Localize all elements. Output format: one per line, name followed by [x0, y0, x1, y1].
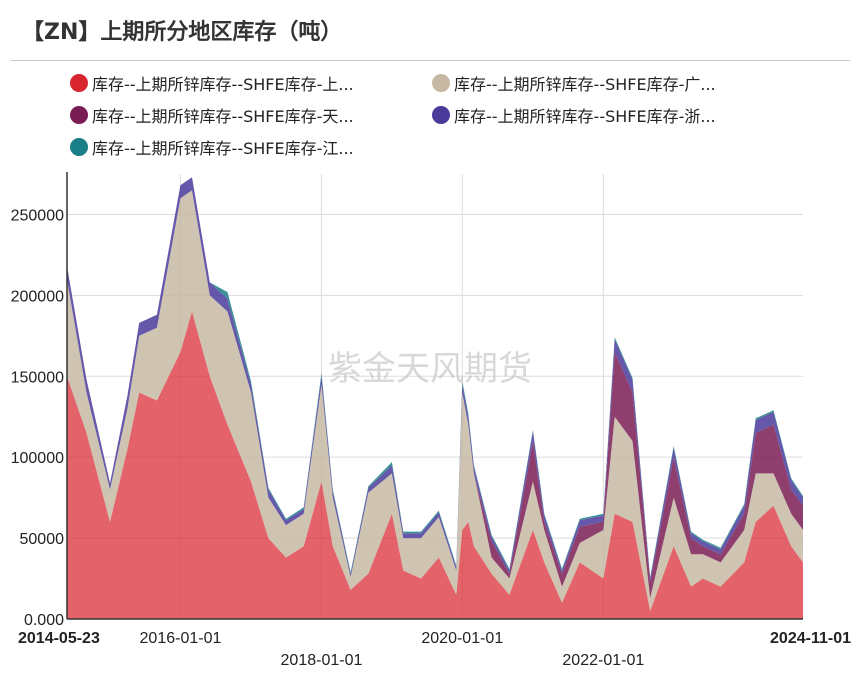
y-tick-label: 100000: [11, 450, 64, 467]
x-tick-label: 2016-01-01: [140, 630, 222, 647]
legend-dot-icon: [432, 106, 450, 124]
y-tick-label: 50000: [20, 531, 65, 548]
chart-title: 【ZN】上期所分地区库存（吨）: [22, 20, 343, 45]
legend-dot-icon: [432, 74, 450, 92]
x-tick-label: 2018-01-01: [281, 652, 363, 669]
legend-item-tianjin[interactable]: 库存--上期所锌库存--SHFE库存-天...: [70, 102, 354, 128]
series-areas: [67, 177, 803, 619]
x-tick-label: 2024-11-01: [770, 630, 851, 647]
x-axis-ticks: 2014-05-23 2016-01-01 2020-01-01 2024-11-01…: [18, 630, 851, 669]
legend-dot-icon: [70, 74, 88, 92]
legend-label: 库存--上期所锌库存--SHFE库存-广...: [454, 75, 716, 94]
legend-item-jiangsu[interactable]: 库存--上期所锌库存--SHFE库存-江...: [70, 134, 354, 160]
legend-label: 库存--上期所锌库存--SHFE库存-天...: [92, 107, 354, 126]
stacked-area-chart: 紫金天风期货 0.000 50000 100000 150000 200000 25000…: [11, 172, 851, 669]
x-tick-label: 2022-01-01: [562, 652, 644, 669]
y-tick-label: 0.000: [24, 612, 64, 629]
x-tick-label: 2014-05-23: [18, 630, 100, 647]
y-axis-ticks: 0.000 50000 100000 150000 200000 250000: [11, 207, 64, 629]
watermark-text: 紫金天风期货: [328, 349, 532, 389]
y-tick-label: 200000: [11, 288, 64, 305]
title-divider: [10, 60, 850, 61]
y-tick-label: 150000: [11, 369, 64, 386]
legend-item-zhejiang[interactable]: 库存--上期所锌库存--SHFE库存-浙...: [432, 102, 716, 128]
y-tick-label: 250000: [11, 207, 64, 224]
legend-label: 库存--上期所锌库存--SHFE库存-上...: [92, 75, 354, 94]
legend-label: 库存--上期所锌库存--SHFE库存-江...: [92, 139, 354, 158]
legend-dot-icon: [70, 138, 88, 156]
series-area-1: [67, 190, 803, 611]
series-area-0: [67, 311, 803, 619]
axes: [66, 172, 803, 620]
legend-label: 库存--上期所锌库存--SHFE库存-浙...: [454, 107, 716, 126]
legend-dot-icon: [70, 106, 88, 124]
legend-item-guangdong[interactable]: 库存--上期所锌库存--SHFE库存-广...: [432, 70, 716, 96]
x-tick-label: 2020-01-01: [421, 630, 503, 647]
legend-item-shanghai[interactable]: 库存--上期所锌库存--SHFE库存-上...: [70, 70, 354, 96]
